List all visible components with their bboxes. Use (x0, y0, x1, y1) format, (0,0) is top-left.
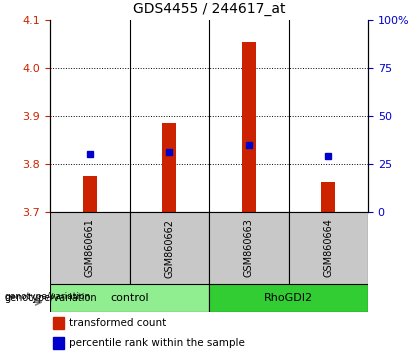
Text: GSM860662: GSM860662 (164, 218, 174, 278)
Bar (50, 284, 209, 312)
Text: RhoGDI2: RhoGDI2 (264, 293, 313, 303)
Bar (241, 42, 256, 212)
Text: percentile rank within the sample: percentile rank within the sample (69, 338, 245, 348)
Text: GSM860661: GSM860661 (85, 218, 95, 278)
Bar (289, 212, 368, 284)
Title: GDS4455 / 244617_at: GDS4455 / 244617_at (133, 2, 285, 16)
Text: genotype/variation: genotype/variation (4, 292, 90, 301)
Text: GSM860664: GSM860664 (323, 218, 333, 278)
Bar (321, 182, 336, 212)
Bar (209, 212, 289, 284)
Text: control: control (110, 293, 149, 303)
Bar (162, 123, 176, 212)
Text: transformed count: transformed count (69, 318, 166, 328)
Bar (209, 284, 368, 312)
Bar (83, 176, 97, 212)
Bar (129, 212, 209, 284)
Text: GSM860663: GSM860663 (244, 218, 254, 278)
Bar (53, 337, 64, 349)
Bar (53, 317, 64, 329)
Text: genotype/variation: genotype/variation (4, 293, 97, 303)
Bar (50, 212, 129, 284)
